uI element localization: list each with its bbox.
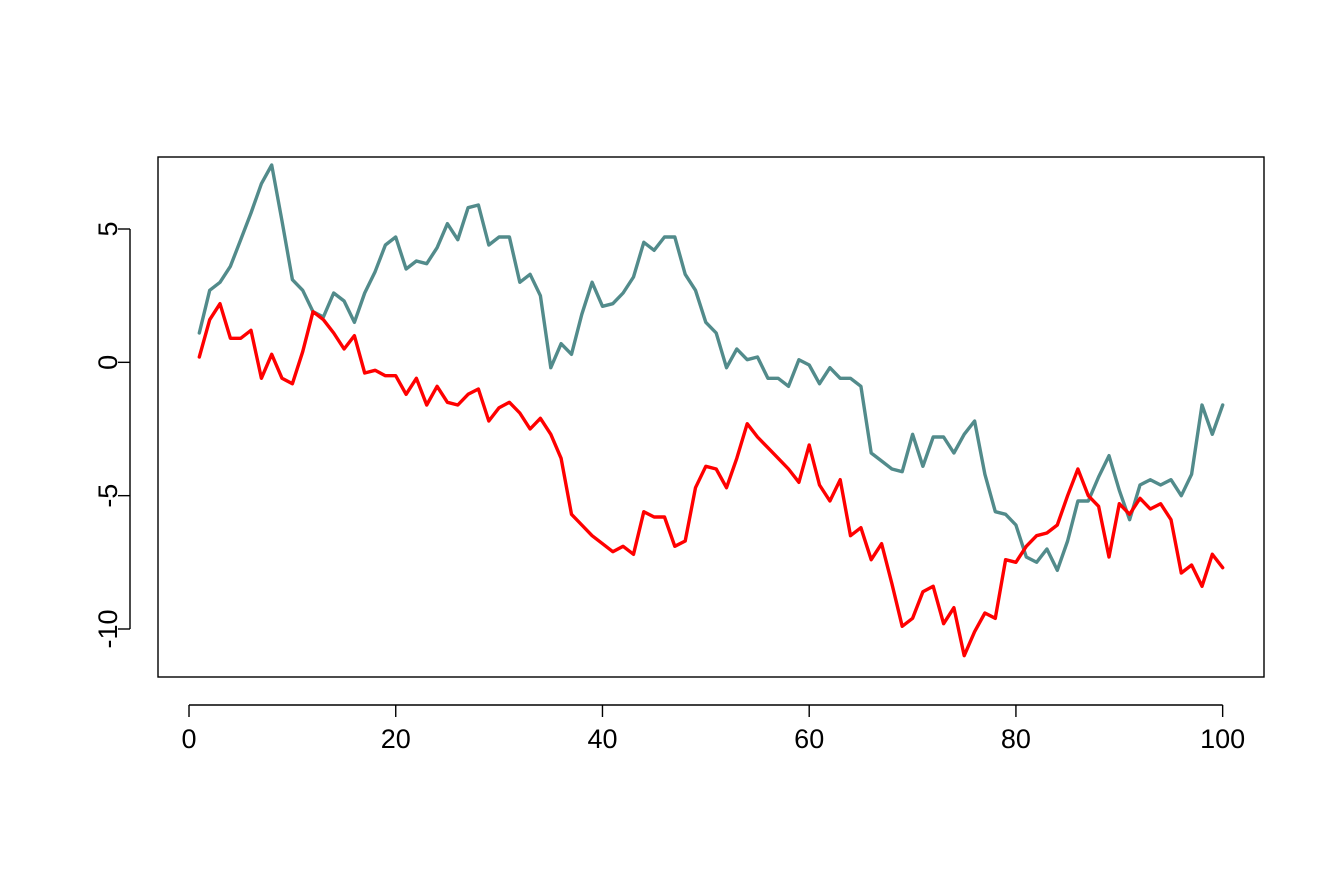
y-tick-label: -10 (93, 609, 123, 648)
y-tick-label: 0 (93, 355, 123, 370)
y-tick-label: 5 (93, 221, 123, 236)
x-tick-label: 80 (1001, 724, 1031, 754)
x-axis: 0 20 40 60 80 100 (181, 704, 1245, 754)
series-layer (197, 163, 1225, 658)
x-tick-label: 20 (381, 724, 411, 754)
y-axis: -10 -5 0 5 (93, 221, 131, 649)
series-line-1 (197, 163, 1225, 572)
x-tick-label: 40 (587, 724, 617, 754)
y-tick-label: -5 (93, 484, 123, 508)
x-tick-label: 0 (181, 724, 196, 754)
series-line-2 (197, 302, 1225, 658)
x-tick-label: 100 (1200, 724, 1245, 754)
plot-box (157, 156, 1265, 678)
x-tick-label: 60 (794, 724, 824, 754)
